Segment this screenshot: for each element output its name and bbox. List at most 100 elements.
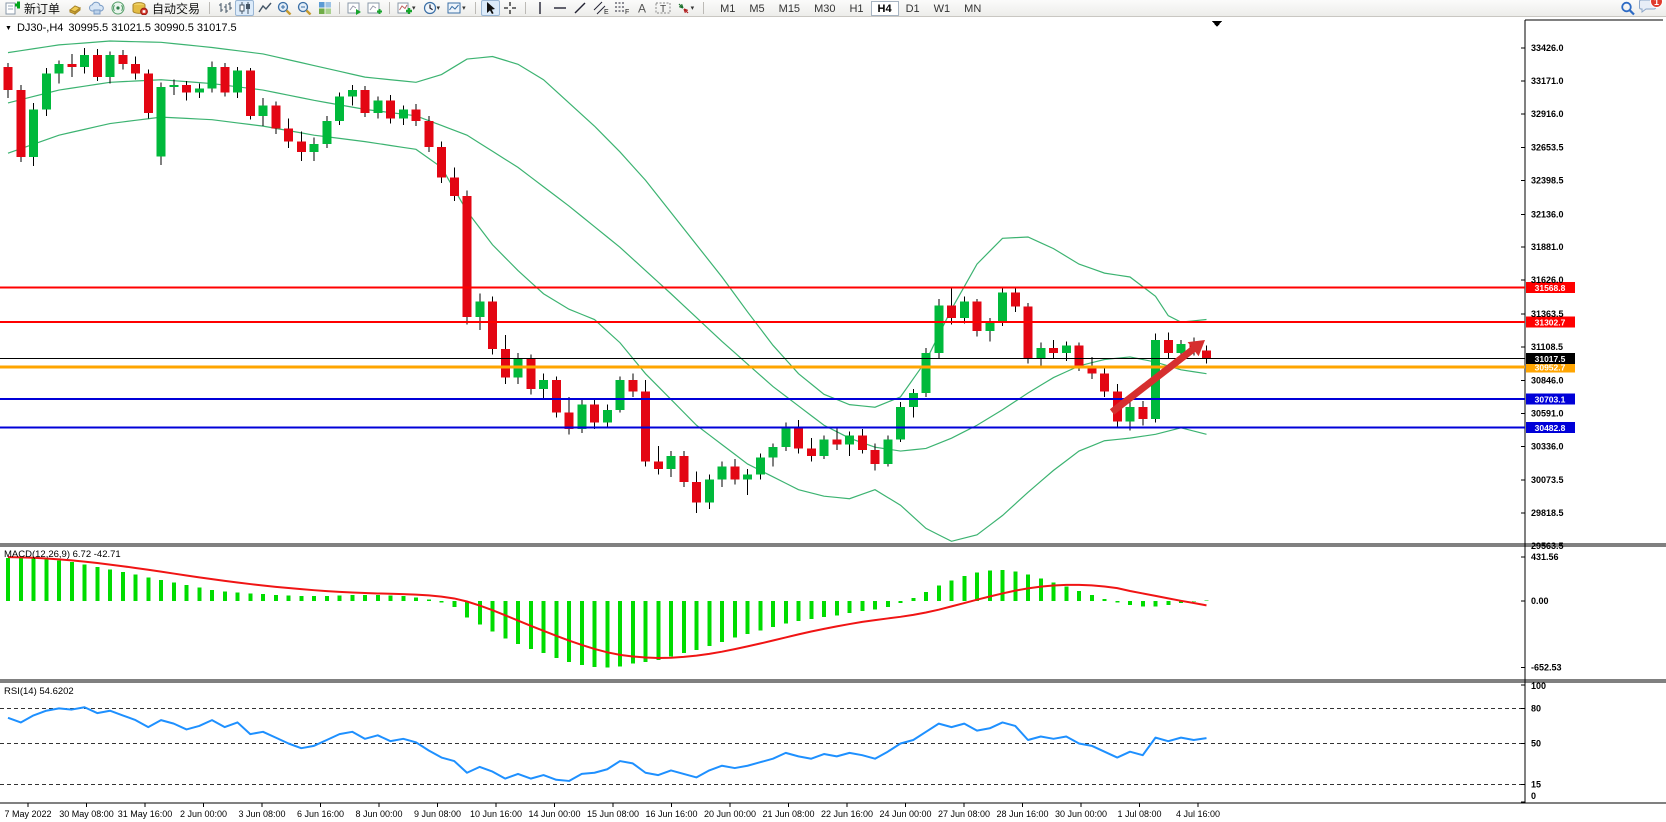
- panel-separator[interactable]: [0, 543, 1666, 547]
- arrows-tool[interactable]: ▾: [674, 0, 699, 16]
- bollinger-middle: [7, 79, 1207, 452]
- new-order-label[interactable]: 新订单: [24, 1, 61, 16]
- terminal-cloud-icon: [89, 1, 104, 15]
- templates-button[interactable]: ▾: [445, 0, 470, 16]
- equidistant-channel-icon: E: [593, 1, 609, 15]
- timeframe-M15[interactable]: M15: [778, 2, 801, 15]
- auto-trading-label[interactable]: 自动交易: [152, 1, 201, 16]
- text-label-tool[interactable]: T: [653, 0, 673, 16]
- svg-text:16 Jun 16:00: 16 Jun 16:00: [645, 809, 697, 819]
- text-glyph: A: [638, 2, 646, 16]
- strategy-tester-button[interactable]: [345, 0, 364, 16]
- macd-signal-line: [7, 556, 1207, 660]
- svg-text:30846.0: 30846.0: [1531, 376, 1564, 386]
- panel-separator[interactable]: [0, 679, 1666, 683]
- svg-text:30703.1: 30703.1: [1535, 395, 1566, 405]
- svg-text:6 Jun 16:00: 6 Jun 16:00: [297, 809, 344, 819]
- zoom-in-button[interactable]: [275, 0, 294, 16]
- svg-text:8 Jun 00:00: 8 Jun 00:00: [355, 809, 402, 819]
- svg-text:32653.5: 32653.5: [1531, 143, 1564, 153]
- chevron-down-icon[interactable]: ▾: [690, 5, 695, 12]
- title-caret-icon[interactable]: ▼: [5, 24, 12, 32]
- svg-text:4 Jul 16:00: 4 Jul 16:00: [1176, 809, 1220, 819]
- toolbar-separator: [703, 2, 705, 14]
- market-watch-button[interactable]: [65, 0, 85, 16]
- trendline-tool[interactable]: [571, 0, 590, 16]
- bar-chart-button[interactable]: [215, 0, 234, 16]
- toolbar-separator: [524, 2, 526, 14]
- crosshair-tool-button[interactable]: [501, 0, 520, 16]
- svg-text:30073.5: 30073.5: [1531, 475, 1564, 485]
- chart-shift-marker[interactable]: [1212, 21, 1222, 27]
- timeframe-H4[interactable]: H4: [870, 0, 899, 16]
- horizontal-line-tool[interactable]: [551, 0, 570, 16]
- tile-windows-button[interactable]: [315, 0, 334, 16]
- svg-text:1 Jul 08:00: 1 Jul 08:00: [1117, 809, 1161, 819]
- chevron-down-icon[interactable]: ▾: [462, 5, 466, 12]
- search-button[interactable]: [1618, 0, 1638, 16]
- terminal-button[interactable]: [86, 0, 107, 16]
- indicators-button[interactable]: ▾: [395, 0, 420, 16]
- arrows-icon: [678, 3, 689, 14]
- timeframe-M30[interactable]: M30: [814, 2, 836, 15]
- trendline-icon: [574, 2, 586, 14]
- zoom-out-button[interactable]: [295, 0, 314, 16]
- line-chart-button[interactable]: [255, 0, 274, 16]
- time-axis[interactable]: 7 May 2022 30 May 08:00 31 May 16:00 2 Jun …: [4, 803, 1220, 819]
- svg-text:14 Jun 00:00: 14 Jun 00:00: [528, 809, 580, 819]
- price-tag: 31017.5: [1526, 353, 1575, 365]
- notifications-button[interactable]: 1: [1639, 0, 1663, 18]
- text-label-icon: T: [655, 2, 671, 15]
- channel-tool[interactable]: E: [591, 0, 611, 16]
- timeframe-M1[interactable]: M1: [720, 2, 736, 15]
- svg-text:7 May 2022: 7 May 2022: [4, 809, 51, 819]
- autotrade-icon: [132, 2, 148, 15]
- candlestick-chart-button[interactable]: [235, 0, 255, 16]
- timeframe-D1[interactable]: D1: [905, 2, 920, 15]
- symbol-period-label: DJ30-,H4: [16, 22, 64, 34]
- autotrade-button[interactable]: [129, 0, 150, 16]
- timeframe-MN[interactable]: MN: [964, 2, 982, 15]
- signals-button[interactable]: [108, 0, 128, 16]
- svg-text:32916.0: 32916.0: [1531, 109, 1564, 119]
- timeframe-M5[interactable]: M5: [749, 2, 765, 15]
- svg-text:33171.0: 33171.0: [1531, 76, 1564, 86]
- zoom-in-icon: [277, 1, 292, 15]
- cursor-tool-button[interactable]: [480, 0, 500, 16]
- timeframe-buttons: M1 M5 M15 M30 H1 H4 D1 W1 MN: [713, 0, 988, 16]
- svg-text:28 Jun 16:00: 28 Jun 16:00: [996, 809, 1048, 819]
- svg-text:31568.8: 31568.8: [1535, 283, 1566, 293]
- periods-button[interactable]: ▾: [421, 0, 445, 16]
- trend-arrow-annotation[interactable]: [1109, 340, 1205, 415]
- level-lines[interactable]: [0, 286, 1525, 429]
- new-chart-button[interactable]: [365, 0, 384, 16]
- notification-badge[interactable]: 1: [1650, 0, 1663, 8]
- macd-panel: 431.56 0.00 -652.53 MACD(12,26,9) 6.72 -42.…: [4, 549, 1562, 673]
- chart-title: ▼ DJ30-,H4 30995.5 31021.5 30990.5 31017…: [5, 22, 237, 34]
- svg-text:431.56: 431.56: [1531, 552, 1559, 562]
- text-tool[interactable]: A: [633, 0, 652, 16]
- timeframe-H1[interactable]: H1: [849, 2, 864, 15]
- price-tag: 31568.8: [1526, 281, 1575, 293]
- svg-text:0: 0: [1531, 791, 1536, 801]
- fibonacci-tool[interactable]: F: [612, 0, 632, 16]
- text-icon: A: [638, 2, 646, 16]
- vertical-line-tool[interactable]: [531, 0, 550, 16]
- svg-text:30482.8: 30482.8: [1535, 423, 1566, 433]
- price-axis[interactable]: 33426.0 33171.0 32916.0 32653.5 32398.5 32136…: [1521, 43, 1564, 551]
- chevron-down-icon[interactable]: ▾: [412, 5, 416, 12]
- svg-text:32398.5: 32398.5: [1531, 175, 1564, 185]
- new-order-button[interactable]: [3, 0, 22, 16]
- timeframe-W1[interactable]: W1: [933, 2, 951, 15]
- toolbar-separator: [209, 2, 211, 14]
- bar-chart-icon: [218, 2, 232, 13]
- svg-text:30336.0: 30336.0: [1531, 441, 1564, 451]
- main-toolbar: 新订单 自动交易: [0, 0, 1666, 17]
- svg-text:3 Jun 08:00: 3 Jun 08:00: [238, 809, 285, 819]
- toolbar-separator: [389, 2, 391, 14]
- svg-text:22 Jun 16:00: 22 Jun 16:00: [821, 809, 873, 819]
- crosshair-icon: [504, 2, 517, 14]
- add-indicator-icon: [397, 2, 413, 14]
- chevron-down-icon[interactable]: ▾: [436, 5, 441, 12]
